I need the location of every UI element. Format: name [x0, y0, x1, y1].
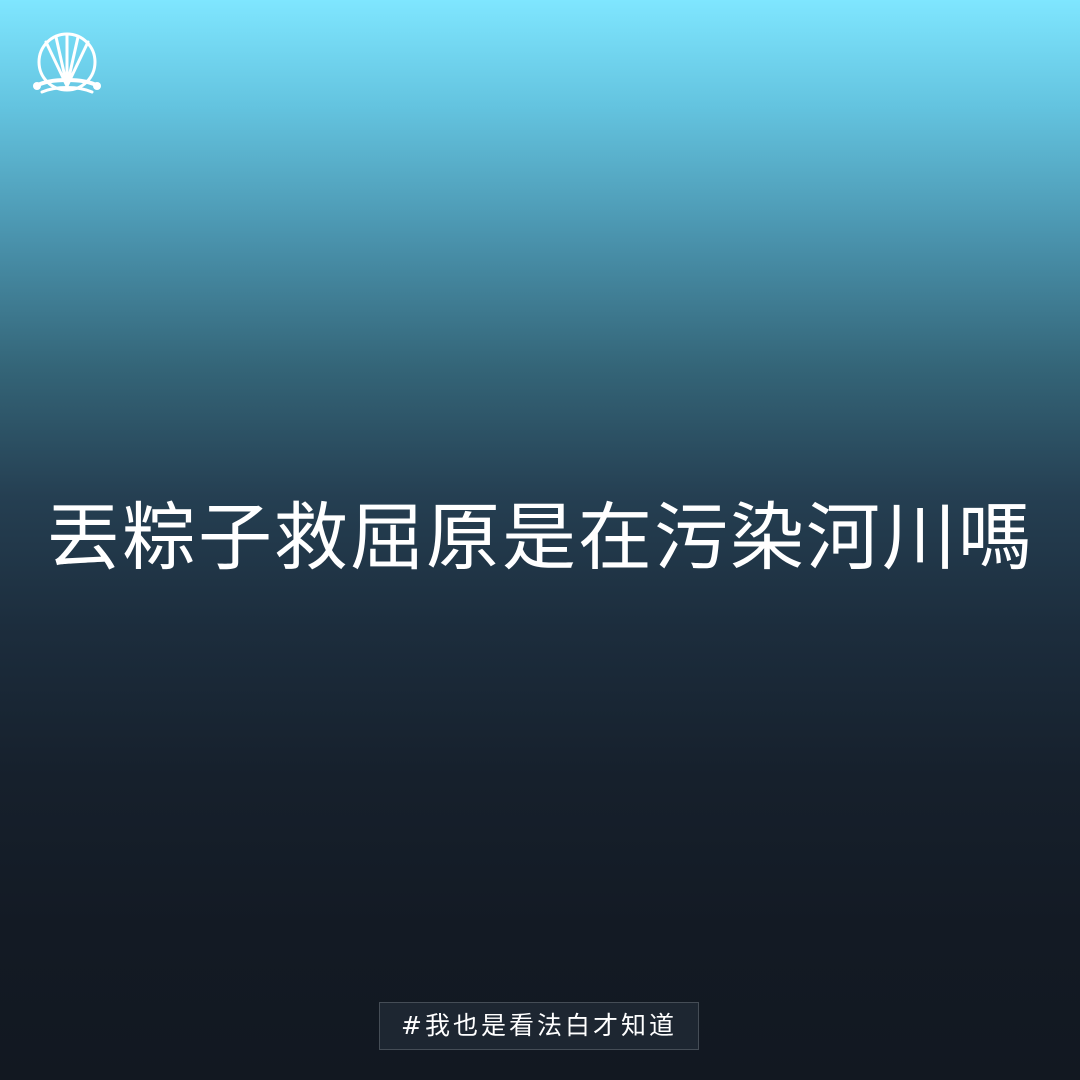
fan-on-water-icon: [33, 32, 101, 94]
hashtag-tag: #我也是看法白才知道: [379, 1002, 699, 1050]
headline: 丟粽子救屈原是在污染河川嗎: [46, 495, 1034, 581]
